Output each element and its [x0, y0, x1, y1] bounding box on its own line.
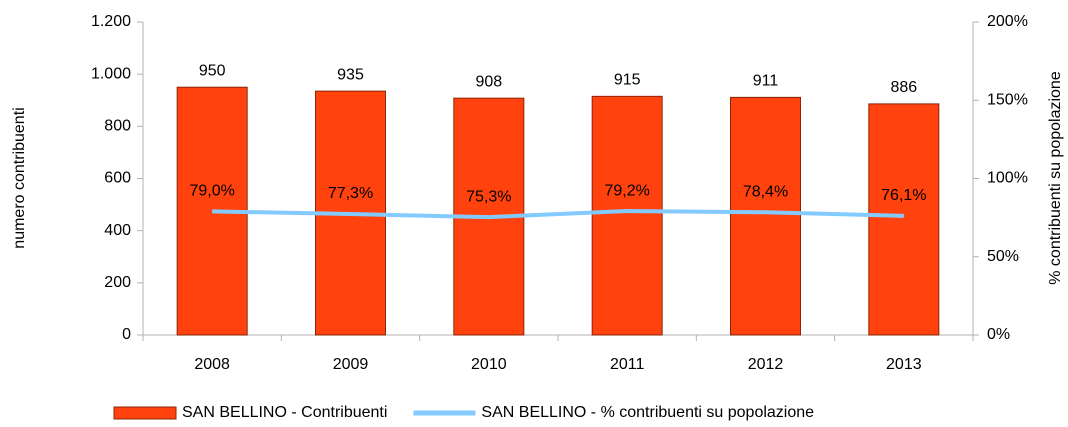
line-value-label: 79,2% [604, 182, 649, 199]
bar [591, 95, 663, 336]
bar-value-label: 915 [614, 72, 641, 89]
legend-label: SAN BELLINO - Contribuenti [182, 404, 387, 421]
bar-value-label: 935 [337, 66, 364, 83]
y2-tick-label: 0% [987, 326, 1010, 343]
y2-tick-label: 50% [987, 248, 1019, 265]
line-value-label: 79,0% [189, 183, 234, 200]
y2-tick-label: 200% [987, 13, 1028, 30]
y-tick-label: 400 [104, 222, 131, 239]
y-tick-label: 200 [104, 274, 131, 291]
y2-axis-title: % contribuenti su popolazione [1047, 71, 1064, 285]
line-value-label: 78,4% [743, 184, 788, 201]
legend-swatch [113, 406, 177, 420]
x-tick-label: 2013 [886, 356, 922, 373]
bar-value-label: 911 [753, 73, 779, 90]
bar [730, 96, 801, 336]
x-tick-label: 2012 [748, 356, 784, 373]
x-tick-label: 2008 [194, 356, 230, 373]
line-value-label: 77,3% [328, 185, 373, 202]
y-tick-label: 0 [122, 326, 131, 343]
y2-tick-label: 150% [987, 91, 1028, 108]
y-tick-label: 1.200 [91, 13, 131, 30]
bar [868, 103, 940, 336]
bar-value-label: 886 [890, 79, 917, 96]
x-tick-label: 2010 [471, 356, 507, 373]
y-tick-label: 600 [104, 170, 131, 187]
bar-value-label: 950 [199, 62, 226, 79]
y-tick-label: 800 [104, 118, 131, 135]
bar-value-label: 908 [475, 73, 502, 90]
x-tick-label: 2011 [610, 356, 645, 373]
x-tick-label: 2009 [333, 356, 369, 373]
line-value-label: 76,1% [881, 187, 926, 204]
y-axis-title: numero contribuenti [11, 107, 28, 248]
y-tick-label: 1.000 [91, 65, 131, 82]
line-value-label: 75,3% [466, 188, 511, 205]
legend-label: SAN BELLINO - % contribuenti su popolazi… [481, 404, 814, 421]
line [212, 209, 904, 220]
y2-tick-label: 100% [987, 170, 1028, 187]
